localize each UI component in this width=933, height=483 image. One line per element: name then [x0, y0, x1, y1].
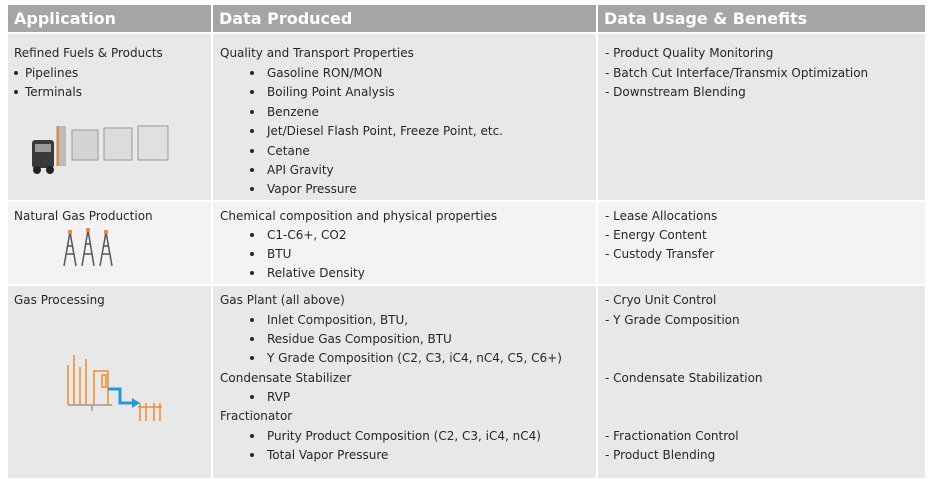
- produced-heading: Condensate Stabilizer: [220, 371, 352, 385]
- usage-item: - Cryo Unit Control: [605, 293, 717, 307]
- usage-item: - Y Grade Composition: [605, 313, 740, 327]
- usage-item: - Batch Cut Interface/Transmix Optimizat…: [605, 66, 869, 80]
- column-divider: [211, 5, 213, 478]
- usage-item: - Product Blending: [605, 448, 716, 462]
- application-title: Natural Gas Production: [14, 209, 153, 223]
- column-divider: [596, 5, 598, 478]
- application-item: Pipelines: [13, 66, 79, 80]
- produced-item: C1-C6+, CO2: [250, 228, 347, 242]
- header-cell: Data Produced: [219, 9, 353, 28]
- usage-item: - Product Quality Monitoring: [605, 46, 774, 60]
- produced-item: BTU: [249, 247, 292, 261]
- header-row: [8, 5, 925, 32]
- usage-item: - Lease Allocations: [605, 209, 718, 223]
- fuel-icon: [32, 125, 169, 174]
- header-cell: Application: [14, 9, 117, 28]
- produced-item: Relative Density: [250, 266, 365, 280]
- application-item: Terminals: [14, 85, 82, 99]
- produced-heading: Gas Plant (all above): [220, 293, 345, 307]
- usage-item: - Custody Transfer: [605, 247, 715, 261]
- produced-item: API Gravity: [250, 163, 334, 177]
- usage-item: - Fractionation Control: [605, 429, 739, 443]
- produced-heading: Quality and Transport Properties: [220, 46, 414, 60]
- usage-item: - Energy Content: [605, 228, 707, 242]
- produced-item: Vapor Pressure: [250, 182, 357, 196]
- row-bg: [8, 286, 925, 478]
- row-bg: [8, 202, 925, 284]
- header-cell: Data Usage & Benefits: [604, 9, 808, 28]
- produced-item: Benzene: [250, 105, 319, 119]
- application-title: Refined Fuels & Products: [14, 46, 163, 60]
- produced-item: Jet/Diesel Flash Point, Freeze Point, et…: [250, 124, 503, 138]
- produced-item: Inlet Composition, BTU,: [249, 313, 409, 327]
- produced-item: Purity Product Composition (C2, C3, iC4,…: [250, 429, 541, 443]
- row-bg: [8, 34, 925, 200]
- produced-item: Residue Gas Composition, BTU: [250, 332, 452, 346]
- produced-heading: Fractionator: [220, 409, 293, 423]
- produced-item: Boiling Point Analysis: [250, 85, 395, 99]
- produced-heading: Chemical composition and physical proper…: [220, 209, 498, 223]
- usage-item: - Downstream Blending: [605, 85, 746, 99]
- derrick-icon: [63, 228, 113, 267]
- produced-item: Gasoline RON/MON: [249, 66, 383, 80]
- produced-item: Total Vapor Pressure: [249, 448, 389, 462]
- application-title: Gas Processing: [14, 293, 105, 307]
- produced-item: Y Grade Composition (C2, C3, iC4, nC4, C…: [250, 351, 562, 365]
- plant-icon: [67, 355, 162, 421]
- produced-item: Cetane: [250, 144, 310, 158]
- produced-item: RVP: [249, 390, 291, 404]
- usage-item: - Condensate Stabilization: [605, 371, 763, 385]
